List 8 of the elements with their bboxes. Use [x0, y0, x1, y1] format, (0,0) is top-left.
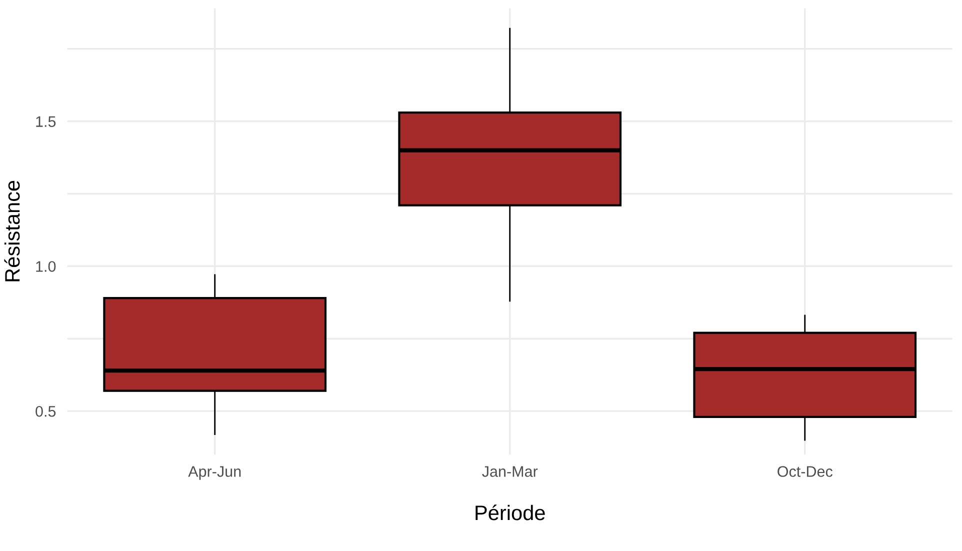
- y-axis-title: Résistance: [4, 180, 20, 282]
- y-tick-label: 0.5: [36, 406, 56, 417]
- y-tick-label: 1.0: [36, 261, 56, 272]
- x-tick-label: Jan-Mar: [482, 466, 538, 477]
- x-axis-title: Période: [476, 504, 545, 520]
- x-tick-label: Apr-Jun: [188, 466, 241, 480]
- y-tick-label: 1.5: [36, 116, 56, 127]
- x-tick-label: Oct-Dec: [778, 466, 832, 477]
